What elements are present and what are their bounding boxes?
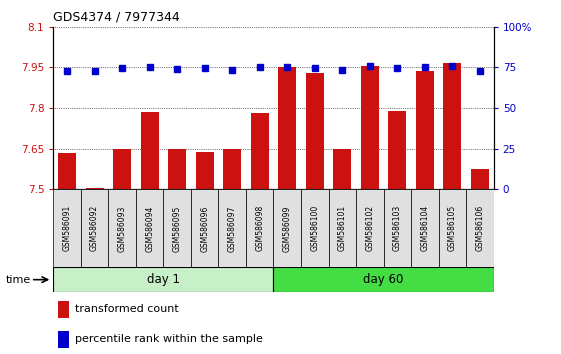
Bar — [168, 149, 186, 189]
Bar — [439, 189, 466, 267]
Text: GSM586101: GSM586101 — [338, 205, 347, 251]
Text: GSM586106: GSM586106 — [475, 205, 484, 251]
Bar — [361, 66, 379, 189]
Bar — [141, 112, 159, 189]
Text: GSM586102: GSM586102 — [365, 205, 374, 251]
Bar — [388, 111, 406, 189]
Bar — [466, 189, 494, 267]
Text: GDS4374 / 7977344: GDS4374 / 7977344 — [53, 10, 180, 23]
Bar — [301, 189, 329, 267]
Bar — [329, 189, 356, 267]
Bar — [53, 189, 81, 267]
Bar — [86, 188, 104, 189]
Bar — [411, 189, 439, 267]
Text: GSM586094: GSM586094 — [145, 205, 154, 252]
Bar — [306, 73, 324, 189]
Text: percentile rank within the sample: percentile rank within the sample — [75, 334, 263, 344]
Bar — [58, 301, 68, 318]
Text: transformed count: transformed count — [75, 304, 179, 314]
Bar — [251, 113, 269, 189]
Bar — [108, 189, 136, 267]
Bar — [273, 267, 494, 292]
Bar — [191, 189, 218, 267]
Bar — [356, 189, 384, 267]
Text: GSM586096: GSM586096 — [200, 205, 209, 252]
Text: GSM586091: GSM586091 — [63, 205, 72, 251]
Text: GSM586095: GSM586095 — [173, 205, 182, 252]
Text: time: time — [6, 275, 31, 285]
Bar — [58, 331, 68, 348]
Text: GSM586104: GSM586104 — [420, 205, 429, 251]
Bar — [218, 189, 246, 267]
Text: GSM586098: GSM586098 — [255, 205, 264, 251]
Bar — [223, 149, 241, 189]
Bar — [196, 152, 214, 189]
Bar — [246, 189, 274, 267]
Text: day 1: day 1 — [147, 273, 180, 286]
Bar — [136, 189, 163, 267]
Bar — [416, 72, 434, 189]
Text: GSM586100: GSM586100 — [310, 205, 319, 251]
Bar — [471, 169, 489, 189]
Text: GSM586097: GSM586097 — [228, 205, 237, 252]
Bar — [273, 189, 301, 267]
Text: GSM586093: GSM586093 — [118, 205, 127, 252]
Bar — [81, 189, 108, 267]
Text: day 60: day 60 — [364, 273, 404, 286]
Bar — [58, 153, 76, 189]
Text: GSM586103: GSM586103 — [393, 205, 402, 251]
Bar — [333, 149, 351, 189]
Bar — [53, 267, 274, 292]
Text: GSM586099: GSM586099 — [283, 205, 292, 252]
Bar — [163, 189, 191, 267]
Text: GSM586092: GSM586092 — [90, 205, 99, 251]
Bar — [278, 67, 296, 189]
Bar — [443, 63, 461, 189]
Text: GSM586105: GSM586105 — [448, 205, 457, 251]
Bar — [113, 149, 131, 189]
Bar — [384, 189, 411, 267]
